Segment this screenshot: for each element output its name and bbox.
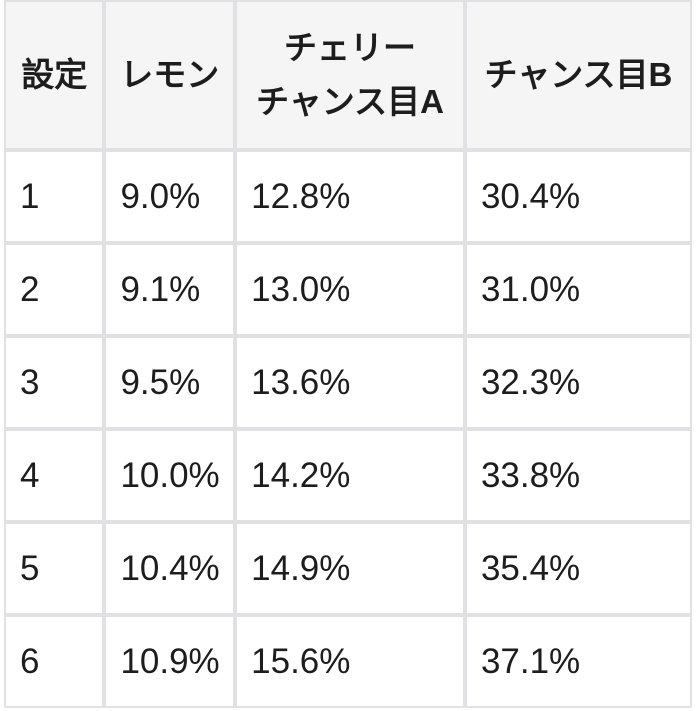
cell-lemon: 9.0% [104,150,236,243]
cell-chance-b: 32.3% [464,336,692,429]
cell-chance-b: 30.4% [464,150,692,243]
header-cell-chance-b: チャンス目B [464,0,692,150]
cell-chance-b: 37.1% [464,615,692,708]
cell-lemon: 9.1% [104,243,236,336]
table-row-setting-6: 6 10.9% 15.6% 37.1% [4,615,692,708]
header-cell-setting: 設定 [4,0,105,150]
cell-setting: 1 [4,150,105,243]
header-cell-cherry-chance-a: チェリー チャンス目A [235,0,465,150]
header-cherry-line2: チャンス目A [256,83,444,120]
header-row: 設定 レモン チェリー チャンス目A チャンス目B [4,0,692,150]
cell-cherry-chance-a: 13.0% [235,243,465,336]
cell-cherry-chance-a: 12.8% [235,150,465,243]
cell-lemon: 10.4% [104,522,236,615]
cell-setting: 4 [4,429,105,522]
table-row-setting-5: 5 10.4% 14.9% 35.4% [4,522,692,615]
cell-cherry-chance-a: 14.9% [235,522,465,615]
cell-cherry-chance-a: 14.2% [235,429,465,522]
cell-lemon: 10.9% [104,615,236,708]
cell-chance-b: 35.4% [464,522,692,615]
header-cherry-line1: チェリー [284,28,417,66]
cell-setting: 6 [4,615,105,708]
cell-chance-b: 31.0% [464,243,692,336]
cell-setting: 2 [4,243,105,336]
table-row-setting-3: 3 9.5% 13.6% 32.3% [4,336,692,429]
table-row-setting-1: 1 9.0% 12.8% 30.4% [4,150,692,243]
cell-cherry-chance-a: 13.6% [235,336,465,429]
table-row-setting-2: 2 9.1% 13.0% 31.0% [4,243,692,336]
cell-setting: 5 [4,522,105,615]
cell-lemon: 10.0% [104,429,236,522]
cell-chance-b: 33.8% [464,429,692,522]
cell-cherry-chance-a: 15.6% [235,615,465,708]
settings-probability-table: 設定 レモン チェリー チャンス目A チャンス目B 1 9.0% 12.8% 3… [4,0,692,708]
cell-setting: 3 [4,336,105,429]
cell-lemon: 9.5% [104,336,236,429]
header-cell-lemon: レモン [104,0,236,150]
table-row-setting-4: 4 10.0% 14.2% 33.8% [4,429,692,522]
